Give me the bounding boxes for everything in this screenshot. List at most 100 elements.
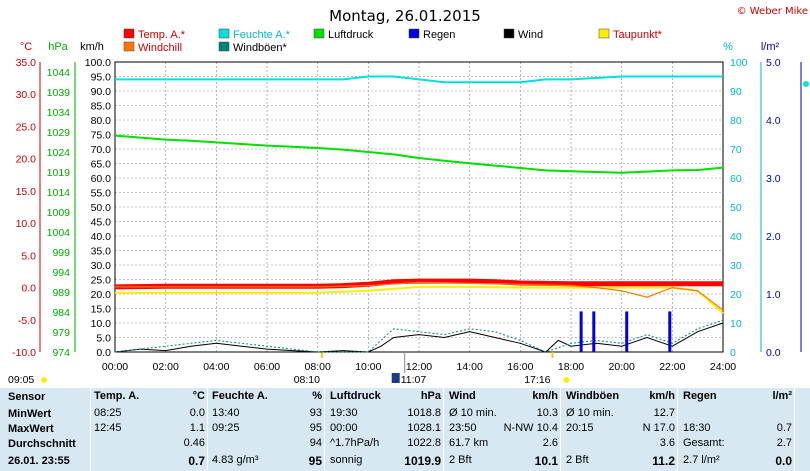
current-label: 26.01. 23:55 [8, 455, 70, 467]
wind-time: 2 Bft [449, 454, 472, 466]
axis-unit: km/h [80, 41, 104, 53]
axis-unit: hPa [48, 41, 68, 53]
wind-time: 23:50 [449, 422, 477, 434]
press-unit: hPa [420, 390, 441, 402]
press-value: 1028.1 [407, 422, 441, 434]
hum-tick-label: 80 [730, 115, 742, 127]
sensor-header: Sensor [8, 391, 46, 403]
weather-chart: Montag, 26.01.2015 © Weber Mike Temp. A.… [8, 6, 809, 386]
wind-time: 61.7 km [449, 437, 489, 449]
avg-label: Durchschnitt [8, 438, 76, 450]
press-value: 1018.8 [407, 407, 441, 419]
min-label: MinWert [8, 408, 52, 420]
press-tick-label: 1019 [47, 167, 71, 179]
hum-value: 93 [309, 407, 322, 419]
wind-tick-label: 85.0 [91, 101, 112, 113]
press-tick-label: 1014 [47, 187, 71, 199]
wind-tick-label: 90.0 [91, 86, 112, 98]
legend-label: Windchill [138, 42, 182, 54]
wind-tick-label: 20.0 [91, 289, 112, 301]
wind-tick-label: 10.0 [91, 318, 112, 330]
legend-label: Luftdruck [328, 29, 374, 41]
sun-dot [563, 377, 570, 383]
series-feuchte-a [115, 75, 723, 84]
hum-tick-label: 90 [730, 86, 742, 98]
wind-header: Wind [449, 390, 476, 402]
legend: Temp. A.* Feuchte A.* Luftdruck Regen Wind Ta… [123, 28, 663, 54]
time-tick-label: 18:00 [558, 361, 584, 373]
temp-value: 0.7 [188, 454, 205, 468]
press-tick-label: 1034 [47, 107, 71, 119]
legend-swatch [123, 28, 135, 39]
time-tick-label: 14:00 [457, 361, 483, 373]
press-tick-label: 1039 [47, 87, 71, 99]
rain-tick-label: 1.0 [766, 289, 781, 301]
plot-frame [114, 61, 724, 353]
legend-swatch [218, 41, 230, 52]
hum-value: 95 [309, 422, 322, 434]
rain-tick-label: 0.0 [766, 347, 781, 359]
plot-area [114, 75, 724, 353]
time-tick-label: 00:00 [102, 361, 128, 373]
legend-label: Feuchte A.* [233, 29, 291, 41]
series-windb-en [114, 319, 724, 353]
press-header: Luftdruck [330, 390, 381, 402]
series-wind [114, 322, 724, 353]
temp-value: 1.1 [189, 422, 205, 434]
press-tick-label: 1024 [47, 147, 71, 159]
wind-tick-label: 45.0 [91, 217, 112, 229]
press-time: ^1.7hPa/h [330, 437, 380, 449]
gust-time: 2 Bft [566, 454, 589, 466]
axis-unit: °C [20, 41, 32, 53]
gust-value: N 17.0 [642, 422, 675, 434]
rain-time: 18:30 [683, 422, 711, 434]
time-tick-label: 04:00 [203, 361, 229, 373]
time-tick-label: 06:00 [254, 361, 280, 373]
hum-tick-label: 0 [730, 347, 736, 359]
edge-dot [803, 81, 809, 87]
legend-label: Regen [423, 29, 455, 41]
rain-bar [625, 311, 629, 352]
rain-tick-label: 4.0 [766, 115, 781, 127]
rain-time: Gesamt: [683, 437, 725, 449]
wind-unit: km/h [532, 390, 558, 402]
axis-unit: l/m² [761, 41, 780, 53]
gust-value: 12.7 [653, 407, 675, 419]
noon-icon [391, 373, 400, 383]
gust-time: Ø 10 min. [566, 407, 614, 419]
press-tick-label: 999 [52, 247, 70, 259]
temp-unit: °C [192, 390, 205, 402]
gust-value: 11.2 [652, 454, 675, 468]
legend-label: Temp. A.* [138, 29, 186, 41]
temp-time: 12:45 [94, 422, 122, 434]
rain-header: Regen [683, 390, 717, 402]
sunrise-label: 08:10 [294, 374, 320, 386]
wind-tick-label: 95.0 [91, 72, 112, 84]
axis-unit: % [723, 41, 733, 53]
legend-swatch [503, 28, 515, 39]
wind-tick-label: 75.0 [91, 130, 112, 142]
rain-tick-label: 5.0 [766, 57, 781, 69]
hum-tick-label: 40 [730, 231, 742, 243]
temp-tick-label: 35.0 [16, 57, 37, 69]
time-tick-label: 24:00 [710, 361, 736, 373]
time-tick-label: 08:00 [305, 361, 331, 373]
temp-time: 08:25 [94, 407, 122, 419]
press-tick-label: 979 [52, 327, 70, 339]
press-tick-label: 984 [52, 307, 70, 319]
legend-swatch [218, 28, 230, 39]
hum-tick-label: 100 [730, 57, 748, 69]
rain-value: 0.7 [776, 422, 792, 434]
temp-tick-label: 0.0 [21, 283, 36, 295]
press-value: 1022.8 [407, 437, 441, 449]
rain-unit: l/m² [772, 390, 792, 402]
hum-time: 13:40 [212, 407, 240, 419]
press-value: 1019.9 [404, 454, 441, 468]
press-tick-label: 1044 [47, 67, 71, 79]
temp-tick-label: -5.0 [18, 315, 36, 327]
wind-tick-label: 70.0 [91, 144, 112, 156]
press-tick-label: 994 [52, 267, 70, 279]
hum-tick-label: 10 [730, 318, 742, 330]
press-tick-label: 1009 [47, 207, 71, 219]
temp-tick-label: 30.0 [16, 89, 37, 101]
